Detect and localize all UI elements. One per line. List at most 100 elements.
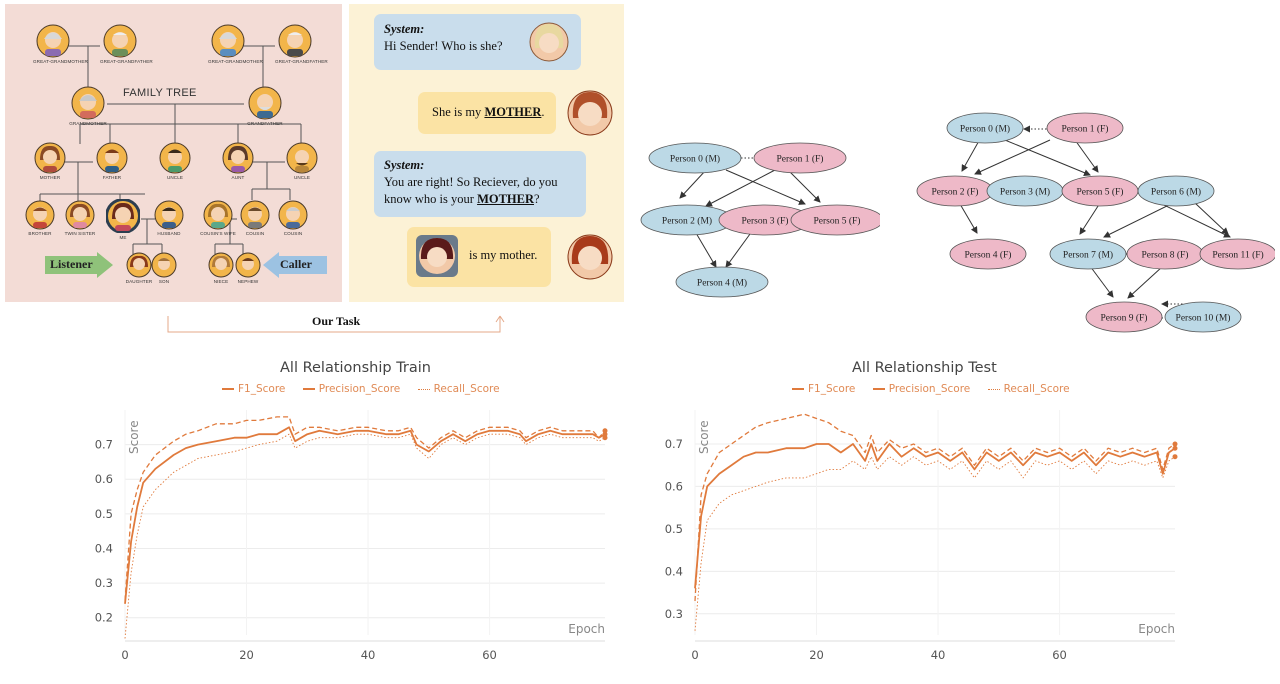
x-tick-label: 40 [361,648,376,662]
series-line-F1_Score [694,443,1176,589]
system-message-2: System: You are right! So Reciever, do y… [374,151,586,217]
avatar-icon [211,24,245,58]
grandfather: GRANDFATHER [245,86,285,126]
graph-node-q0: Person 0 (M) [946,112,1024,144]
avatar-icon [248,86,282,120]
graph-node-q5: Person 5 (F) [1061,175,1139,207]
node-label: Person 4 (M) [697,278,747,289]
keyword-mother: MOTHER [484,105,542,119]
node-label: Person 0 (M) [960,124,1010,135]
node-shape [1164,301,1242,333]
avatar-icon [34,142,66,174]
series-endpoint-F1_Score [1172,445,1178,451]
family-tree-panel: FAMILY TREE GREAT-GRANDMOTHER GREAT-GRAN… [5,4,342,302]
x-tick-label: 0 [121,648,128,662]
node-shape [1049,238,1127,270]
caller-arrow-icon [263,252,327,278]
y-tick-label: 0.4 [95,541,113,555]
node-label: Person 1 (F) [1062,124,1109,135]
avatar-icon [154,200,184,230]
y-tick-label: 0.6 [665,479,683,493]
node-label: Person 7 (M) [1063,250,1113,261]
y-tick-label: 0.3 [95,576,113,590]
avatar-icon [126,252,152,278]
graph-node-q2: Person 2 (F) [916,175,994,207]
legend-f1: F1_Score [222,383,285,395]
avatar-icon [278,200,308,230]
node-label: Person 10 (M) [1176,313,1231,324]
avatar-icon [240,200,270,230]
node-label: Person 2 (M) [662,216,712,227]
graph-node-q4: Person 4 (F) [949,238,1027,270]
series-endpoint-Precision_Score [602,428,608,434]
x-tick-label: 20 [239,648,254,662]
uncle-left: UNCLE [155,142,195,180]
x-tick-label: 60 [1052,648,1067,662]
y-tick-label: 0.5 [665,522,683,536]
avatar-icon [96,142,128,174]
node-label: Person 8 (F) [1142,250,1189,261]
avatar-icon [235,252,261,278]
node-shape [1199,238,1275,270]
legend-f1: F1_Score [792,383,855,395]
son: SON [144,252,184,284]
uncle-right: UNCLE [282,142,322,180]
listener-label: Listener [50,257,93,271]
avatar-icon [286,142,318,174]
x-tick-label: 60 [482,648,497,662]
x-axis-label: Epoch [1138,622,1175,636]
chart2-title: All Relationship Test [852,360,997,376]
avatar-icon [106,199,140,233]
message-text: is my mother. [469,248,538,262]
graph-node-q1: Person 1 (F) [1046,112,1124,144]
graph-node-q9: Person 9 (F) [1085,301,1163,333]
avatar-icon [36,24,70,58]
graph-node-p0: Person 0 (M) [648,142,742,174]
node-label: Person 0 (M) [670,154,720,165]
system-label: System: [384,158,425,172]
graph1-nodes: Person 0 (M) Person 1 (F) Person 2 (M) Pers… [640,142,880,298]
avatar-icon [222,142,254,174]
sender-reply-message: She is my MOTHER. [418,92,556,134]
great-grandfather-left: GREAT-GRANDFATHER [100,24,153,64]
father: FATHER [92,142,132,180]
sender-avatar-icon [529,22,569,62]
chat-panel: System: Hi Sender! Who is she? She is my… [349,4,624,302]
node-label: Person 3 (M) [1000,187,1050,198]
series-line-Recall_Score [124,433,606,639]
avatar-icon [25,200,55,230]
twin-sister: TWIN SISTER [60,200,100,236]
legend-precision: Precision_Score [302,383,400,395]
avatar-icon [151,252,177,278]
avatar-icon [208,252,234,278]
node-shape [949,238,1027,270]
niece: NIECE [201,252,241,284]
series-line-Recall_Score [694,456,1176,631]
receiver-reply-message: is my mother. [407,227,551,287]
node-shape [1046,112,1124,144]
system-label: System: [384,22,425,36]
graph-node-p5: Person 5 (F) [790,204,880,236]
train-score-chart: 0.2 0.3 0.4 0.5 0.6 0.7 0 20 40 60 Score Epoch [95,410,608,662]
node-shape [675,266,769,298]
daughter: DAUGHTER [119,252,159,284]
node-shape [790,204,880,236]
graph-node-q10: Person 10 (M) [1164,301,1242,333]
caller-label: Caller [280,257,312,271]
great-grandmother-right: GREAT-GRANDMOTHER [208,24,263,64]
node-shape [753,142,847,174]
graph2-nodes: Person 0 (M) Person 1 (F) Person 2 (F) Pers… [916,112,1275,333]
y-tick-label: 0.3 [665,607,683,621]
node-shape [1085,301,1163,333]
node-label: Person 2 (F) [932,187,979,198]
node-label: Person 5 (F) [814,216,861,227]
node-label: Person 11 (F) [1212,250,1263,261]
x-tick-label: 20 [809,648,824,662]
avatar-icon [203,200,233,230]
x-tick-label: 40 [931,648,946,662]
relationship-graph-2: Person 0 (M) Person 1 (F) Person 2 (F) Pers… [916,112,1275,333]
relationship-graph-1: Person 0 (M) Person 1 (F) Person 2 (M) Pers… [640,142,880,298]
series-endpoint-Precision_Score [1172,441,1178,447]
keyword-mother: MOTHER [477,192,535,206]
aunt: AUNT [218,142,258,180]
